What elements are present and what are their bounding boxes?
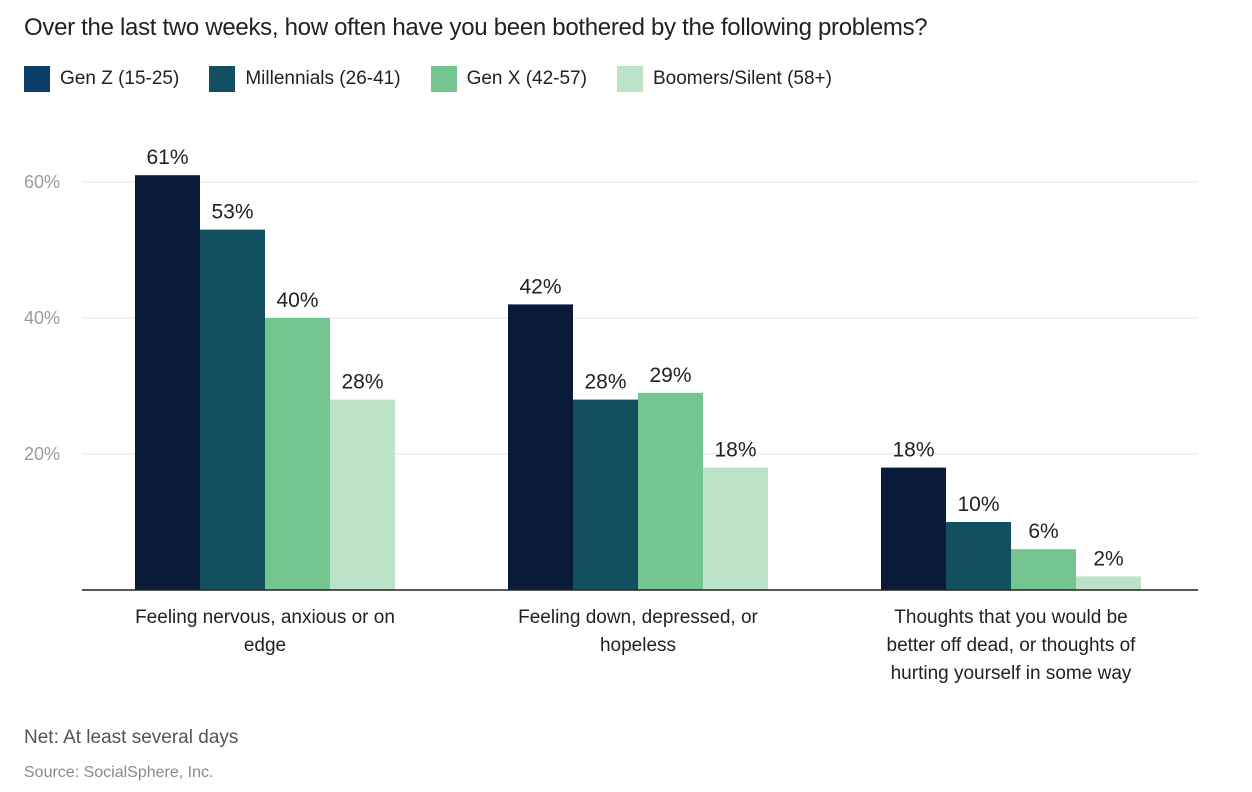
bar [638, 392, 703, 590]
bar [1011, 549, 1076, 590]
legend-swatch [430, 66, 457, 92]
data-label: 6% [1028, 520, 1058, 543]
bar [946, 522, 1011, 590]
legend-item-millennials: Millennials (26-41) [209, 66, 401, 92]
legend-swatch [209, 66, 236, 92]
data-label: 2% [1093, 547, 1123, 570]
data-label: 53% [211, 201, 253, 224]
legend-item-gen-z: Gen Z (15-25) [24, 66, 179, 92]
bar [135, 175, 200, 590]
bar [703, 467, 768, 590]
bar [330, 399, 395, 590]
legend-swatch [24, 66, 50, 92]
data-label: 18% [714, 439, 756, 462]
bar [265, 318, 330, 590]
data-label: 28% [584, 371, 626, 394]
chart-note: Net: At least several days [24, 727, 239, 748]
data-label: 29% [649, 364, 691, 387]
x-category-label: Feeling nervous, anxious or on edge [135, 607, 395, 656]
data-label: 42% [519, 275, 561, 298]
legend: Gen Z (15-25) Millennials (26-41) Gen X … [24, 66, 862, 92]
bar [573, 399, 638, 590]
chart-title: Over the last two weeks, how often have … [24, 14, 928, 41]
data-label: 28% [341, 371, 383, 394]
bar [508, 304, 573, 590]
bar [1076, 576, 1141, 590]
legend-label: Gen Z (15-25) [60, 68, 180, 89]
legend-item-gen-x: Gen X (42-57) [430, 66, 587, 92]
chart-source: Source: SocialSphere, Inc. [24, 764, 214, 781]
bar [881, 467, 946, 590]
legend-swatch [616, 66, 643, 92]
x-category-label: Thoughts that you would be better off dea… [887, 607, 1137, 684]
data-label: 61% [146, 146, 188, 169]
y-tick-label: 40% [24, 308, 60, 328]
legend-label: Boomers/Silent (58+) [652, 68, 832, 89]
x-category-label: Feeling down, depressed, or hopeless [518, 607, 758, 656]
data-label: 18% [892, 439, 934, 462]
legend-label: Millennials (26-41) [245, 68, 401, 89]
y-tick-label: 20% [24, 444, 60, 464]
bar [200, 229, 265, 590]
data-label: 10% [957, 493, 999, 516]
data-label: 40% [276, 289, 318, 312]
legend-label: Gen X (42-57) [466, 68, 587, 89]
bar-chart: 20% 40% 60% 61% 42% 18% 53% 28% 10% 40% 29% 6% 28% 18… [24, 146, 1198, 684]
legend-item-boomers: Boomers/Silent (58+) [616, 66, 832, 92]
y-tick-label: 60% [24, 172, 60, 192]
